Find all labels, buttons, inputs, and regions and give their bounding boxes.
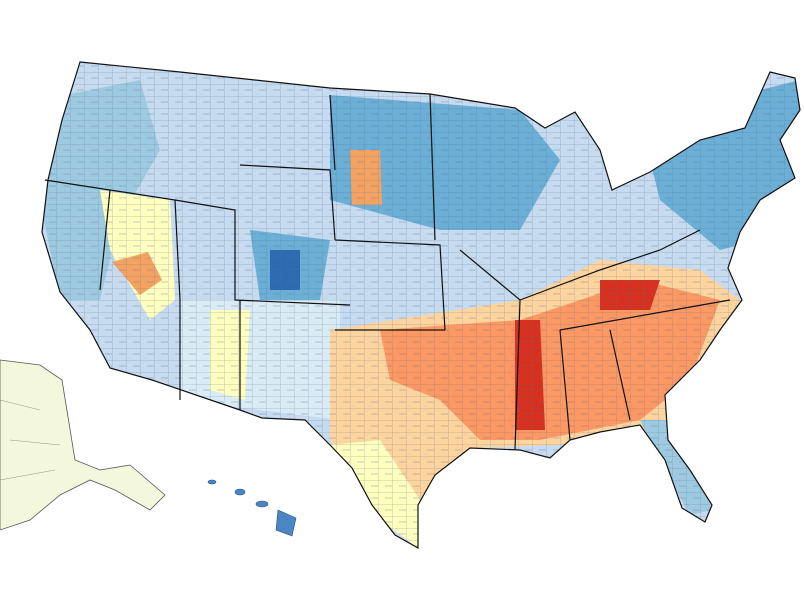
state-borders bbox=[41, 61, 801, 550]
alaska bbox=[0, 359, 166, 531]
hawaii bbox=[207, 479, 297, 537]
